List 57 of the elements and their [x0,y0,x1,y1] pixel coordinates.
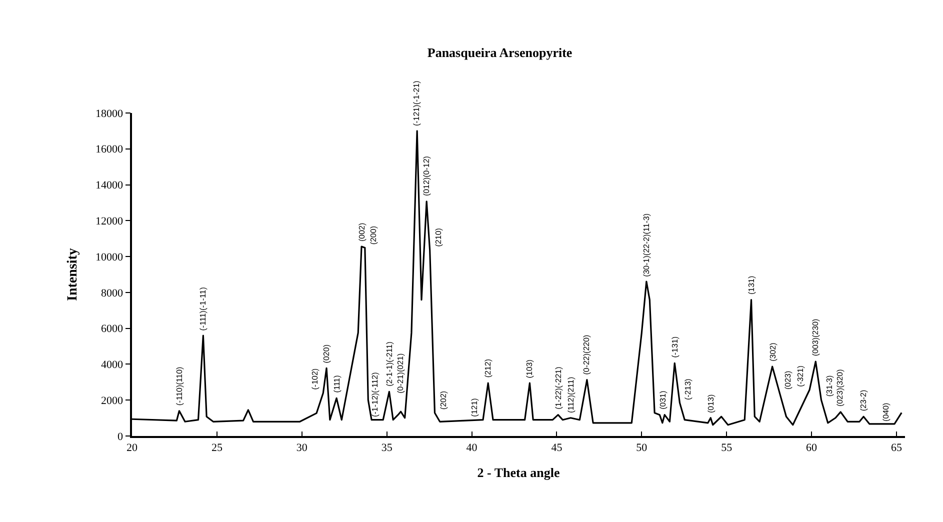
y-tick-label: 0 [118,430,124,443]
annotation: (-213) [683,378,692,400]
chart-title: Panasqueira Arsenopyrite [427,44,572,60]
x-tick-label: 55 [721,442,733,454]
y-axis-title: Intensity [66,248,81,301]
annotation: (003)(230) [811,318,820,356]
annotation: (103) [525,359,534,378]
y-tick-label: 10000 [96,251,124,264]
annotation: (-1-12)(-112) [370,372,380,417]
x-tick-label: 35 [381,442,393,454]
annotation: (013) [706,394,716,414]
y-tick-label: 18000 [96,108,124,120]
x-tick-label: 40 [466,442,478,454]
y-tick-label: 2000 [101,394,124,407]
annotation: (111) [332,374,342,393]
y-tick-label: 14000 [96,180,124,192]
y-tick-label: 6000 [101,323,124,336]
annotation: (012)(0-12) [422,156,432,196]
y-tick-label: 16000 [96,144,124,156]
annotation: (131) [746,276,756,295]
annotation: (020) [322,344,331,364]
y-tick-label: 12000 [96,216,124,228]
annotation: (023) [784,370,793,390]
x-tick-label: 45 [551,442,563,454]
x-tick-label: 20 [126,442,138,454]
annotation: (002) [358,222,367,242]
annotation: (212) [484,358,493,378]
annotation: (30-1)(22-2)(11-3) [642,213,651,277]
annotation: (31-3) [824,374,834,397]
annotation: (0-21)(021) [396,353,406,394]
x-tick-label: 25 [211,442,223,454]
annotation: (-111)(-1-11) [198,286,208,331]
annotation: (23-2) [858,389,868,412]
annotation: (2-1-1)(-211) [385,341,394,386]
annotation: (0-22)(220) [582,334,592,375]
annotation: (210) [434,228,443,247]
annotation: (-121)(-1-21) [412,80,422,126]
x-tick-label: 60 [806,442,818,454]
annotation: (1-22)(-221) [554,366,563,410]
y-tick-label: 4000 [101,359,124,372]
annotation: (200) [369,226,378,245]
annotation: (302) [768,342,778,362]
x-axis-title: 2 - Theta angle [477,465,560,480]
annotation: (-110)(110) [174,366,184,406]
x-tick-label: 30 [296,442,308,454]
annotation: (031) [658,390,668,410]
annotation: (-131) [670,336,680,358]
annotation: (023)(320) [836,368,845,407]
annotation: (040) [881,402,890,422]
y-tick-label: 8000 [101,287,124,300]
annotation: (121) [470,398,480,417]
annotation: (-321) [796,365,806,387]
x-tick-label: 65 [891,442,903,454]
annotation: (112)(211) [566,376,576,414]
annotation: (-102) [310,368,320,390]
annotation: (202) [438,390,448,410]
x-tick-label: 50 [636,442,648,454]
